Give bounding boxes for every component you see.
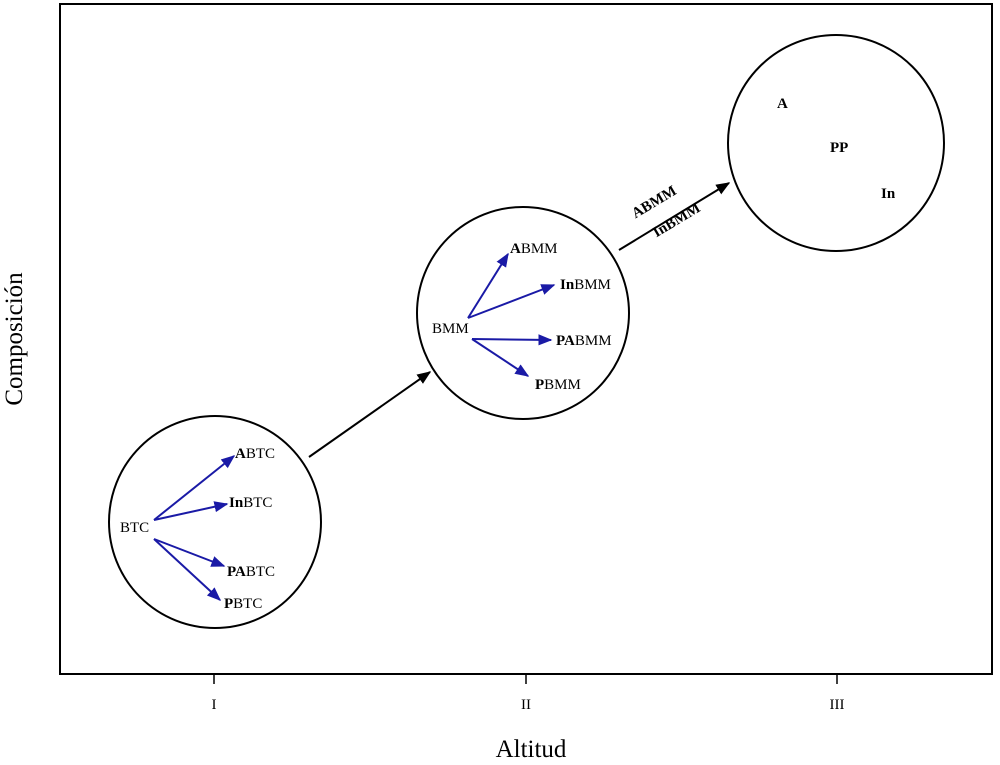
- group3-item-pp: PP: [830, 140, 848, 156]
- group2-source-label: BMM: [432, 321, 469, 337]
- x-tick-label-3: III: [830, 697, 845, 713]
- group-circle-1: [108, 415, 322, 629]
- group2-arrow-pa: [471, 334, 553, 346]
- group2-arrow-in: [467, 284, 556, 319]
- group2-arrow-a: [467, 252, 509, 319]
- group2-target-p: PBMM: [535, 377, 581, 393]
- transition-arrow-2-3: [618, 182, 731, 251]
- x-tick-label-2: II: [521, 697, 531, 713]
- group-circle-2: [416, 206, 630, 420]
- group3-item-a: A: [777, 96, 788, 112]
- group1-target-pa: PABTC: [227, 564, 275, 580]
- group1-arrow-in: [153, 501, 229, 521]
- group-circle-3: [727, 34, 945, 252]
- group2-arrow-p: [471, 338, 530, 377]
- x-tick-label-1: I: [212, 697, 217, 713]
- group2-target-in: InBMM: [560, 277, 611, 293]
- x-axis-title: Altitud: [496, 736, 567, 763]
- group2-target-a: ABMM: [510, 241, 558, 257]
- group2-target-pa: PABMM: [556, 333, 612, 349]
- transition-arrow-1-2: [308, 371, 432, 458]
- group1-target-p: PBTC: [224, 596, 262, 612]
- group3-item-in: In: [881, 186, 896, 202]
- group1-arrow-pa: [153, 538, 226, 567]
- y-axis-title: Composición: [1, 272, 28, 406]
- group1-target-in: InBTC: [229, 495, 272, 511]
- group1-source-label: BTC: [120, 520, 149, 536]
- group1-target-a: ABTC: [235, 446, 275, 462]
- group1-arrow-a: [153, 455, 236, 521]
- group1-arrow-p: [153, 538, 222, 601]
